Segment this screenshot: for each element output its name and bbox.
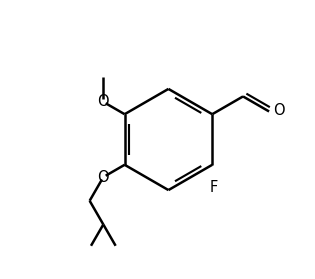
Text: O: O — [98, 170, 109, 185]
Text: O: O — [273, 104, 285, 118]
Text: O: O — [98, 94, 109, 109]
Text: F: F — [209, 180, 218, 195]
